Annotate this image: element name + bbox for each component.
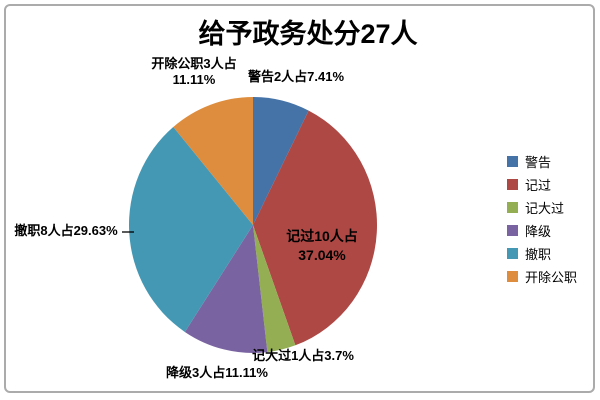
pie-slice-开除公职 <box>173 97 253 225</box>
legend-item: 记大过 <box>507 196 577 219</box>
legend-item: 降级 <box>507 219 577 242</box>
legend-label: 记大过 <box>525 201 565 216</box>
data-label-jiangji: 降级3人占11.11% <box>166 365 268 380</box>
data-label-kaichugongzhi-line1: 开除公职3人占 <box>151 56 237 71</box>
legend-label: 记过 <box>525 178 552 193</box>
legend-label: 警告 <box>525 155 552 170</box>
data-label-jinggao: 警告2人占7.41% <box>247 69 345 84</box>
data-label-kaichugongzhi: 开除公职3人占 11.11% <box>151 56 236 88</box>
legend-swatch-icon <box>507 271 518 282</box>
legend-swatch-icon <box>507 248 518 259</box>
legend-swatch-icon <box>507 225 518 236</box>
pie-slice-记大过 <box>253 225 296 353</box>
pie-slice-警告 <box>253 97 309 225</box>
pie-slice-记过 <box>253 110 378 346</box>
legend-item: 记过 <box>507 173 577 196</box>
legend-item: 开除公职 <box>507 265 577 288</box>
chart-title: 给予政务处分27人 <box>198 19 418 49</box>
data-label-jiguo: 记过10人占 37.04% <box>286 227 358 265</box>
legend-swatch-icon <box>507 202 518 213</box>
legend: 警告记过记大过降级撤职开除公职 <box>507 150 577 288</box>
legend-label: 开除公职 <box>525 270 578 285</box>
data-label-kaichugongzhi-line2: 11.11% <box>172 72 216 87</box>
legend-item: 警告 <box>507 150 577 173</box>
legend-item: 撤职 <box>507 242 577 265</box>
pie-slice-撤职 <box>129 126 253 332</box>
data-label-chezhi: 撤职8人占29.63% <box>14 223 118 238</box>
legend-swatch-icon <box>507 179 518 190</box>
legend-swatch-icon <box>507 156 518 167</box>
legend-label: 降级 <box>525 224 552 239</box>
legend-label: 撤职 <box>525 247 552 262</box>
data-label-jidaguo: 记大过1人占3.7% <box>252 348 354 363</box>
data-label-jiguo-line2: 37.04% <box>298 247 346 263</box>
data-label-jiguo-line1: 记过10人占 <box>286 228 358 244</box>
pie-slice-降级 <box>184 225 268 354</box>
